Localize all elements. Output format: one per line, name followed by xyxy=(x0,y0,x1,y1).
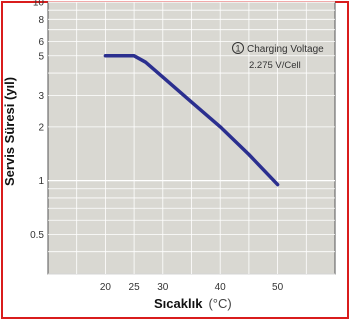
x-axis-label: Sıcaklık (°C) xyxy=(154,296,232,311)
y-tick-label: 8 xyxy=(38,15,44,26)
y-tick-label: 1 xyxy=(38,176,44,187)
annotation-box: 1 Charging Voltage 2.275 V/Cell xyxy=(232,42,324,71)
y-axis-label: Servis Süresi (yıl) xyxy=(2,76,17,186)
x-axis-label-name: Sıcaklık xyxy=(154,296,203,311)
x-tick-labels: 20 25 30 40 50 xyxy=(100,282,284,293)
y-tick-label: 0.5 xyxy=(30,230,44,241)
y-tick-label: 6 xyxy=(38,37,44,48)
series-line xyxy=(103,54,280,187)
y-tick-labels: 10 8 6 5 3 2 1 0.5 xyxy=(30,0,44,241)
x-tick-label: 50 xyxy=(272,282,284,293)
annotation-marker: 1 xyxy=(235,44,240,54)
annotation-line-2: 2.275 V/Cell xyxy=(249,60,301,71)
y-tick-label: 3 xyxy=(38,91,44,102)
annotation-marker-circle xyxy=(232,42,244,54)
x-tick-label: 40 xyxy=(215,282,227,293)
x-tick-label: 25 xyxy=(129,282,141,293)
x-axis-label-unit: (°C) xyxy=(208,296,232,311)
x-tick-label: 30 xyxy=(157,282,169,293)
annotation-line-1: Charging Voltage xyxy=(247,44,324,55)
y-tick-label: 2 xyxy=(38,122,44,133)
x-tick-label: 20 xyxy=(100,282,112,293)
y-tick-label: 10 xyxy=(33,0,45,9)
grid-lines xyxy=(48,1,335,275)
y-tick-label: 5 xyxy=(38,51,44,62)
